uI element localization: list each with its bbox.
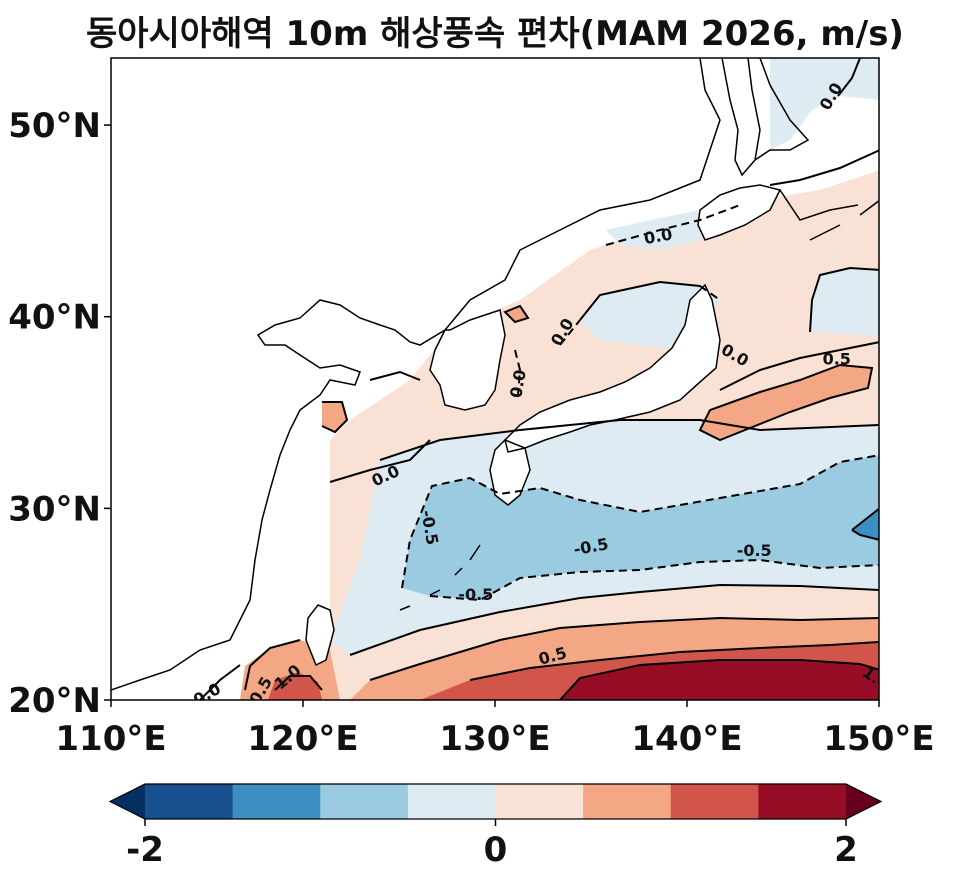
contour-neg0.5-lower — [429, 558, 879, 602]
x-tick-label: 130°E — [439, 719, 550, 759]
contour-0-japan-sea-dash — [559, 285, 721, 346]
contour-neg1.0-patch — [851, 507, 879, 541]
contour-0-yellow-sea — [329, 439, 431, 483]
colorbar-tick-label: 0 — [484, 830, 508, 870]
y-tick-label: 20°N — [8, 681, 101, 721]
axis-layer: 110°E 120°E 130°E 140°E 150°E 20°N 30°N 40°N 50°… — [8, 106, 934, 759]
colorbar-tick-label: -2 — [126, 830, 164, 870]
coast-sakhalin — [721, 58, 761, 177]
colorbar-segment — [407, 784, 496, 819]
land-sakhalin — [722, 58, 760, 175]
y-tick-label: 50°N — [8, 106, 101, 146]
fill-patch-yellow-sea — [322, 402, 347, 432]
colorbar-tick-label: 2 — [834, 830, 858, 870]
contour-1.5-south — [559, 659, 879, 700]
colorbar-segment — [145, 784, 234, 819]
y-tick-label: 30°N — [8, 489, 101, 529]
contour-0-japan-sea — [579, 280, 701, 321]
contour-0.5-south — [369, 616, 879, 681]
contour-lines — [199, 58, 879, 700]
map-plot-area: 0.00.00.00.0 0.50.00.0-0.5-0.5 -0.5-0.50.5… — [111, 58, 879, 700]
fill-north-blue-3 — [810, 268, 879, 336]
land-asia-mainland — [111, 58, 720, 690]
contour-0-korea-west — [369, 370, 421, 381]
chart-title: 동아시아해역 10m 해상풍속 편차(MAM 2026, m/s) — [86, 14, 904, 54]
contour-label: 0.5 — [823, 349, 851, 368]
fill-band-1-to-1.5-sw — [268, 672, 322, 700]
land-taiwan — [306, 605, 334, 665]
land-japan-honshu — [505, 285, 720, 452]
contour-1.0-south — [469, 641, 879, 681]
colorbar-segment — [583, 784, 672, 819]
colorbar-segment — [320, 784, 409, 819]
colorbar-extend-min — [110, 784, 145, 819]
coast-ryukyu — [399, 544, 481, 611]
fill-band-1.5-to-2 — [560, 660, 879, 700]
fill-band-neg1.5-to-neg1 — [852, 508, 879, 540]
contour-label: -0.5 — [737, 541, 772, 560]
coast-kuril — [779, 189, 879, 241]
contour-0-south — [349, 583, 879, 656]
fill-band-0.5-to-1-east — [700, 365, 872, 440]
colorbar-segment — [495, 784, 584, 819]
contour-0-northeast — [809, 266, 879, 333]
contour-label: 0.0 — [506, 368, 530, 399]
contour-sw-0 — [199, 664, 241, 700]
colorbar-segment — [670, 784, 759, 819]
contour-label: -0.5 — [458, 585, 493, 604]
contour-0-korea-east — [514, 349, 522, 396]
coast-korea — [429, 309, 506, 411]
contour-0.5-east — [698, 363, 874, 442]
y-tick-label: 40°N — [8, 298, 101, 338]
contour-0.5-korea-patch — [503, 304, 530, 324]
land-korea — [430, 310, 505, 410]
colorbar-extend-max — [846, 784, 881, 819]
contour-0-far-north — [769, 149, 879, 186]
contour-0-east-upper — [719, 341, 879, 391]
land-kyushu — [490, 440, 530, 505]
contour-0-far-north-2 — [837, 58, 861, 97]
x-tick-label: 120°E — [247, 719, 358, 759]
coastlines — [111, 58, 879, 691]
contour-0-mid — [379, 419, 879, 461]
contour-neg0.5-main — [401, 454, 879, 589]
x-tick-label: 150°E — [823, 719, 934, 759]
colorbar-segment — [758, 784, 847, 819]
colorbar: -2 0 2 — [108, 783, 883, 870]
contour-sw-0.5 — [244, 639, 301, 691]
land-mask — [111, 58, 780, 690]
coast-kyushu — [489, 439, 531, 506]
x-tick-label: 140°E — [631, 719, 742, 759]
colorbar-segment — [232, 784, 321, 819]
coast-hokkaido — [697, 184, 782, 241]
contour-0.5-yellow-sea — [321, 401, 349, 434]
coast-sakhalin-east — [754, 58, 810, 161]
coast-honshu — [504, 283, 721, 453]
coast-taiwan — [305, 604, 335, 667]
land-hokkaido — [698, 185, 780, 240]
x-tick-label: 110°E — [55, 719, 166, 759]
contour-0-north — [605, 204, 741, 246]
contour-label: 0.0 — [643, 224, 674, 248]
coast-mainland — [111, 58, 721, 691]
contour-sw-1.0 — [274, 675, 323, 691]
